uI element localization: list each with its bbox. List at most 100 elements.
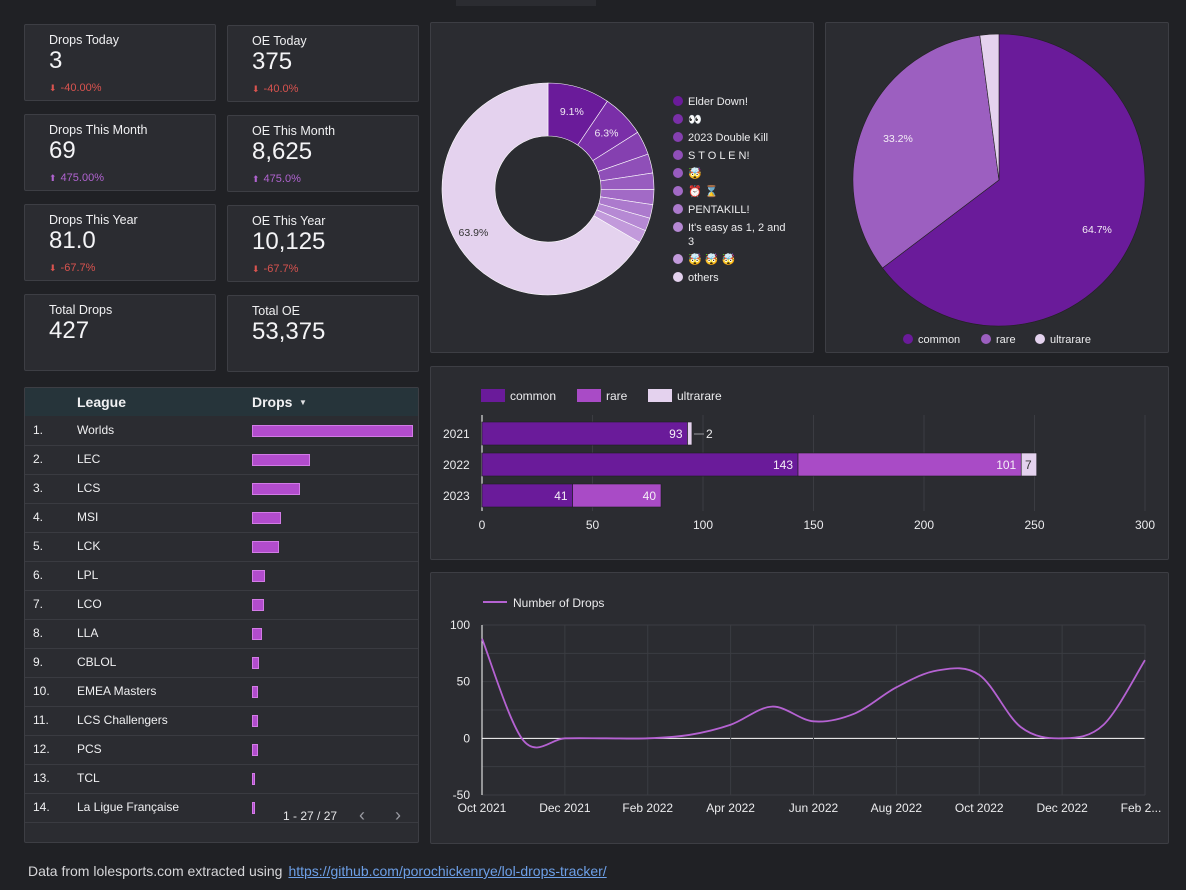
table-row[interactable]: 5. LCK: [25, 532, 418, 562]
slice-label: 64.7%: [1082, 224, 1112, 236]
league-name: EMEA Masters: [77, 684, 157, 698]
stacked-bar-card: common rare ultrarare 0 50 100 150 200 250 300 202…: [430, 366, 1169, 560]
legend-label: rare: [996, 334, 1016, 346]
chevron-right-icon[interactable]: ›: [395, 805, 401, 825]
table-row[interactable]: 10. EMEA Masters: [25, 677, 418, 707]
bar-segment[interactable]: [572, 483, 662, 508]
kpi-label: Drops This Month: [49, 123, 148, 137]
league-name: LCS Challengers: [77, 713, 168, 727]
kpi-value: 81.0: [49, 227, 96, 254]
kpi-change: ⬇ -40.0%: [252, 83, 298, 95]
y-tick-label: 0: [463, 731, 470, 745]
bar-segment[interactable]: [797, 452, 1022, 477]
legend-label: ⏰ ⌛: [688, 184, 718, 198]
table-row[interactable]: 12. PCS: [25, 735, 418, 765]
x-tick-label: Feb 2...: [1121, 801, 1162, 815]
x-tick-label: 250: [1024, 518, 1044, 532]
arrow-down-icon: ⬇: [49, 83, 57, 93]
row-number: 14.: [33, 800, 50, 814]
stacked-bar-chart: common rare ultrarare 0 50 100 150 200 250 300 202…: [443, 389, 1155, 532]
x-tick-label: 0: [479, 518, 486, 532]
bar-segment[interactable]: [481, 452, 799, 477]
row-number: 7.: [33, 597, 44, 611]
x-tick-label: Dec 2022: [1036, 801, 1088, 815]
drops-bar: [252, 657, 259, 669]
table-row[interactable]: 4. MSI: [25, 503, 418, 533]
rarity-pie-chart: 64.7% 33.2% common rare ultrarare: [852, 33, 1146, 346]
bar-segment[interactable]: [1020, 452, 1038, 477]
kpi-label: Total Drops: [49, 303, 113, 317]
legend-swatch: [673, 150, 683, 160]
series-line[interactable]: [481, 638, 1146, 749]
kpi-change-value: -67.7%: [263, 263, 299, 275]
pie-slice[interactable]: [979, 33, 1000, 181]
row-number: 11.: [33, 713, 49, 727]
league-name: MSI: [77, 510, 99, 524]
drops-bar: [252, 454, 310, 466]
legend-label: 🤯 🤯 🤯: [688, 253, 736, 266]
table-row[interactable]: 14. La Ligue Française: [25, 793, 418, 823]
x-tick-label: 300: [1135, 518, 1155, 532]
legend-label: Elder Down!: [688, 96, 748, 108]
legend-swatch: [577, 389, 601, 402]
league-name: LLA: [77, 626, 99, 640]
table-row[interactable]: 11. LCS Challengers: [25, 706, 418, 736]
kpi-change: ⬇ -67.7%: [49, 262, 95, 274]
donut-chart-card: 9.1% 6.3% 63.9% Elder Down! 👀 2023 Double Kil…: [430, 22, 814, 353]
pie-slice[interactable]: [852, 34, 1000, 269]
slice-label: 9.1%: [560, 106, 584, 118]
arrow-down-icon: ⬇: [252, 84, 260, 94]
row-number: 9.: [33, 655, 44, 669]
drops-bar: [252, 425, 413, 437]
source-link[interactable]: https://github.com/porochickenrye/lol-dr…: [288, 863, 607, 879]
kpi-change-value: -40.00%: [60, 82, 102, 94]
table-row[interactable]: 8. LLA: [25, 619, 418, 649]
league-name: TCL: [77, 771, 100, 785]
bar-value-label: 143: [773, 458, 793, 472]
chevron-left-icon[interactable]: ‹: [359, 805, 365, 825]
legend-label: others: [688, 272, 719, 284]
table-row[interactable]: 13. TCL: [25, 764, 418, 794]
y-tick-label: 2023: [443, 489, 470, 503]
legend-swatch: [1035, 334, 1045, 344]
donut-slice[interactable]: [441, 82, 640, 296]
x-tick-label: Feb 2022: [622, 801, 673, 815]
footer: Data from lolesports.com extracted using…: [28, 863, 607, 879]
bar-value-label: 93: [669, 427, 683, 441]
kpi-label: OE This Year: [252, 214, 326, 228]
kpi-label: OE Today: [252, 34, 307, 48]
row-number: 2.: [33, 452, 44, 466]
slice-label: 33.2%: [883, 133, 913, 145]
slice-label: 63.9%: [459, 227, 489, 239]
table-row[interactable]: 7. LCO: [25, 590, 418, 620]
bar-segment[interactable]: [687, 421, 693, 446]
table-row[interactable]: 3. LCS: [25, 474, 418, 504]
table-row[interactable]: 1. Worlds: [25, 416, 418, 446]
drops-bar: [252, 773, 255, 785]
legend-label: 3: [688, 236, 694, 248]
pie-slice[interactable]: [882, 33, 1146, 327]
league-name: CBLOL: [77, 655, 117, 669]
league-name: PCS: [77, 742, 102, 756]
kpi-card: OE This Year 10,125 ⬇ -67.7%: [227, 205, 419, 282]
row-number: 13.: [33, 771, 50, 785]
sort-desc-icon[interactable]: ▼: [299, 398, 307, 407]
rarity-pie-card: 64.7% 33.2% common rare ultrarare: [825, 22, 1169, 353]
row-number: 3.: [33, 481, 44, 495]
bar-segment[interactable]: [481, 421, 688, 446]
drops-bar: [252, 628, 262, 640]
table-row[interactable]: 2. LEC: [25, 445, 418, 475]
bar-value-label: 7: [1025, 458, 1032, 472]
kpi-value: 69: [49, 137, 76, 164]
table-header: League Drops ▼: [25, 388, 418, 416]
table-row[interactable]: 9. CBLOL: [25, 648, 418, 678]
legend-label: Number of Drops: [513, 596, 604, 610]
y-tick-label: -50: [453, 788, 471, 802]
slice-label: 6.3%: [595, 127, 619, 139]
x-tick-label: Aug 2022: [871, 801, 923, 815]
row-number: 6.: [33, 568, 44, 582]
column-header-drops[interactable]: Drops: [252, 394, 293, 410]
legend-swatch: [903, 334, 913, 344]
column-header-league[interactable]: League: [77, 394, 127, 410]
table-row[interactable]: 6. LPL: [25, 561, 418, 591]
